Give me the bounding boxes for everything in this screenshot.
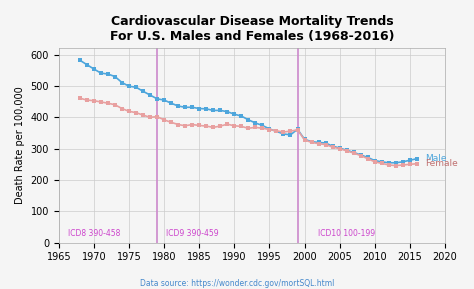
Text: ICD8 390-458: ICD8 390-458 xyxy=(68,229,120,238)
Text: Male: Male xyxy=(425,154,447,163)
Text: Female: Female xyxy=(425,159,458,168)
Y-axis label: Death Rate per 100,000: Death Rate per 100,000 xyxy=(15,87,25,204)
Text: Data source: https://wonder.cdc.gov/mortSQL.html: Data source: https://wonder.cdc.gov/mort… xyxy=(140,279,334,288)
Text: ICD10 100-199: ICD10 100-199 xyxy=(318,229,375,238)
Title: Cardiovascular Disease Mortality Trends
For U.S. Males and Females (1968-2016): Cardiovascular Disease Mortality Trends … xyxy=(109,15,394,43)
Text: ICD9 390-459: ICD9 390-459 xyxy=(166,229,219,238)
